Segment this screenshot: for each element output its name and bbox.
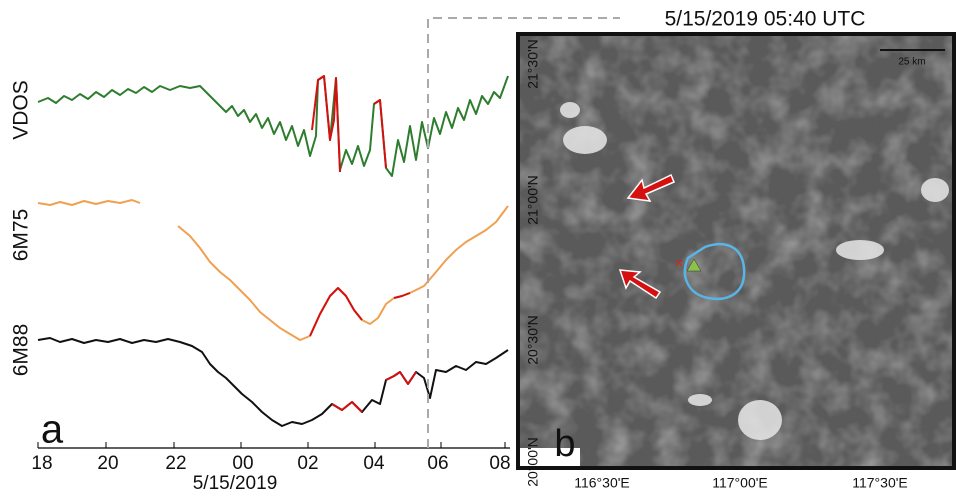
6m75-trace [37, 199, 509, 341]
x-marker: × [675, 255, 684, 272]
x-tick-label: 18 [31, 453, 52, 474]
panel-a: 18 20 22 00 02 04 06 08 5/15/2019 VDOS 6… [10, 17, 620, 494]
panel-b: 5/15/2019 05:40 UTC 25 km × b 21°30'N 21… [516, 8, 956, 491]
outline [683, 242, 746, 301]
x-axis-label: 5/15/2019 [193, 473, 278, 494]
trace-label: VDOS [10, 80, 33, 140]
lon-tick-label: 117°00'E [712, 475, 768, 491]
x-tick-label: 02 [297, 453, 318, 474]
vdos-trace [37, 75, 509, 177]
scale-label: 25 km [898, 57, 925, 68]
lon-tick-label: 116°30'E [574, 475, 630, 491]
6m75-highlight [309, 287, 411, 337]
panel-label: a [41, 408, 64, 452]
lon-tick-label: 117°30'E [852, 475, 908, 491]
map-frame [516, 32, 956, 470]
lat-tick-label: 20°30'N [525, 315, 541, 365]
x-tick-label: 08 [489, 453, 510, 474]
trace-label: 6M88 [10, 324, 33, 377]
panel-label: b [554, 423, 575, 465]
vdos-highlight [311, 75, 387, 173]
clouds [560, 102, 949, 440]
x-tick-label: 22 [165, 453, 186, 474]
x-tick-label: 04 [363, 453, 385, 474]
lat-tick-label: 20°00'N [525, 437, 541, 487]
traces [37, 75, 509, 427]
x-ticks [37, 442, 506, 448]
lat-tick-label: 21°30'N [525, 39, 541, 89]
time-marker [427, 17, 620, 448]
x-tick-label: 20 [97, 453, 118, 474]
6m88-highlight [331, 371, 417, 413]
triangle-marker [686, 258, 702, 272]
arrows [618, 173, 675, 300]
trace-label: 6M75 [10, 209, 33, 262]
lat-tick-label: 21°00'N [525, 175, 541, 225]
map-title: 5/15/2019 05:40 UTC [665, 8, 866, 31]
corner-blank [520, 448, 580, 466]
x-tick-label: 06 [427, 453, 448, 474]
6m88-trace [37, 337, 509, 427]
x-tick-label: 00 [232, 453, 253, 474]
